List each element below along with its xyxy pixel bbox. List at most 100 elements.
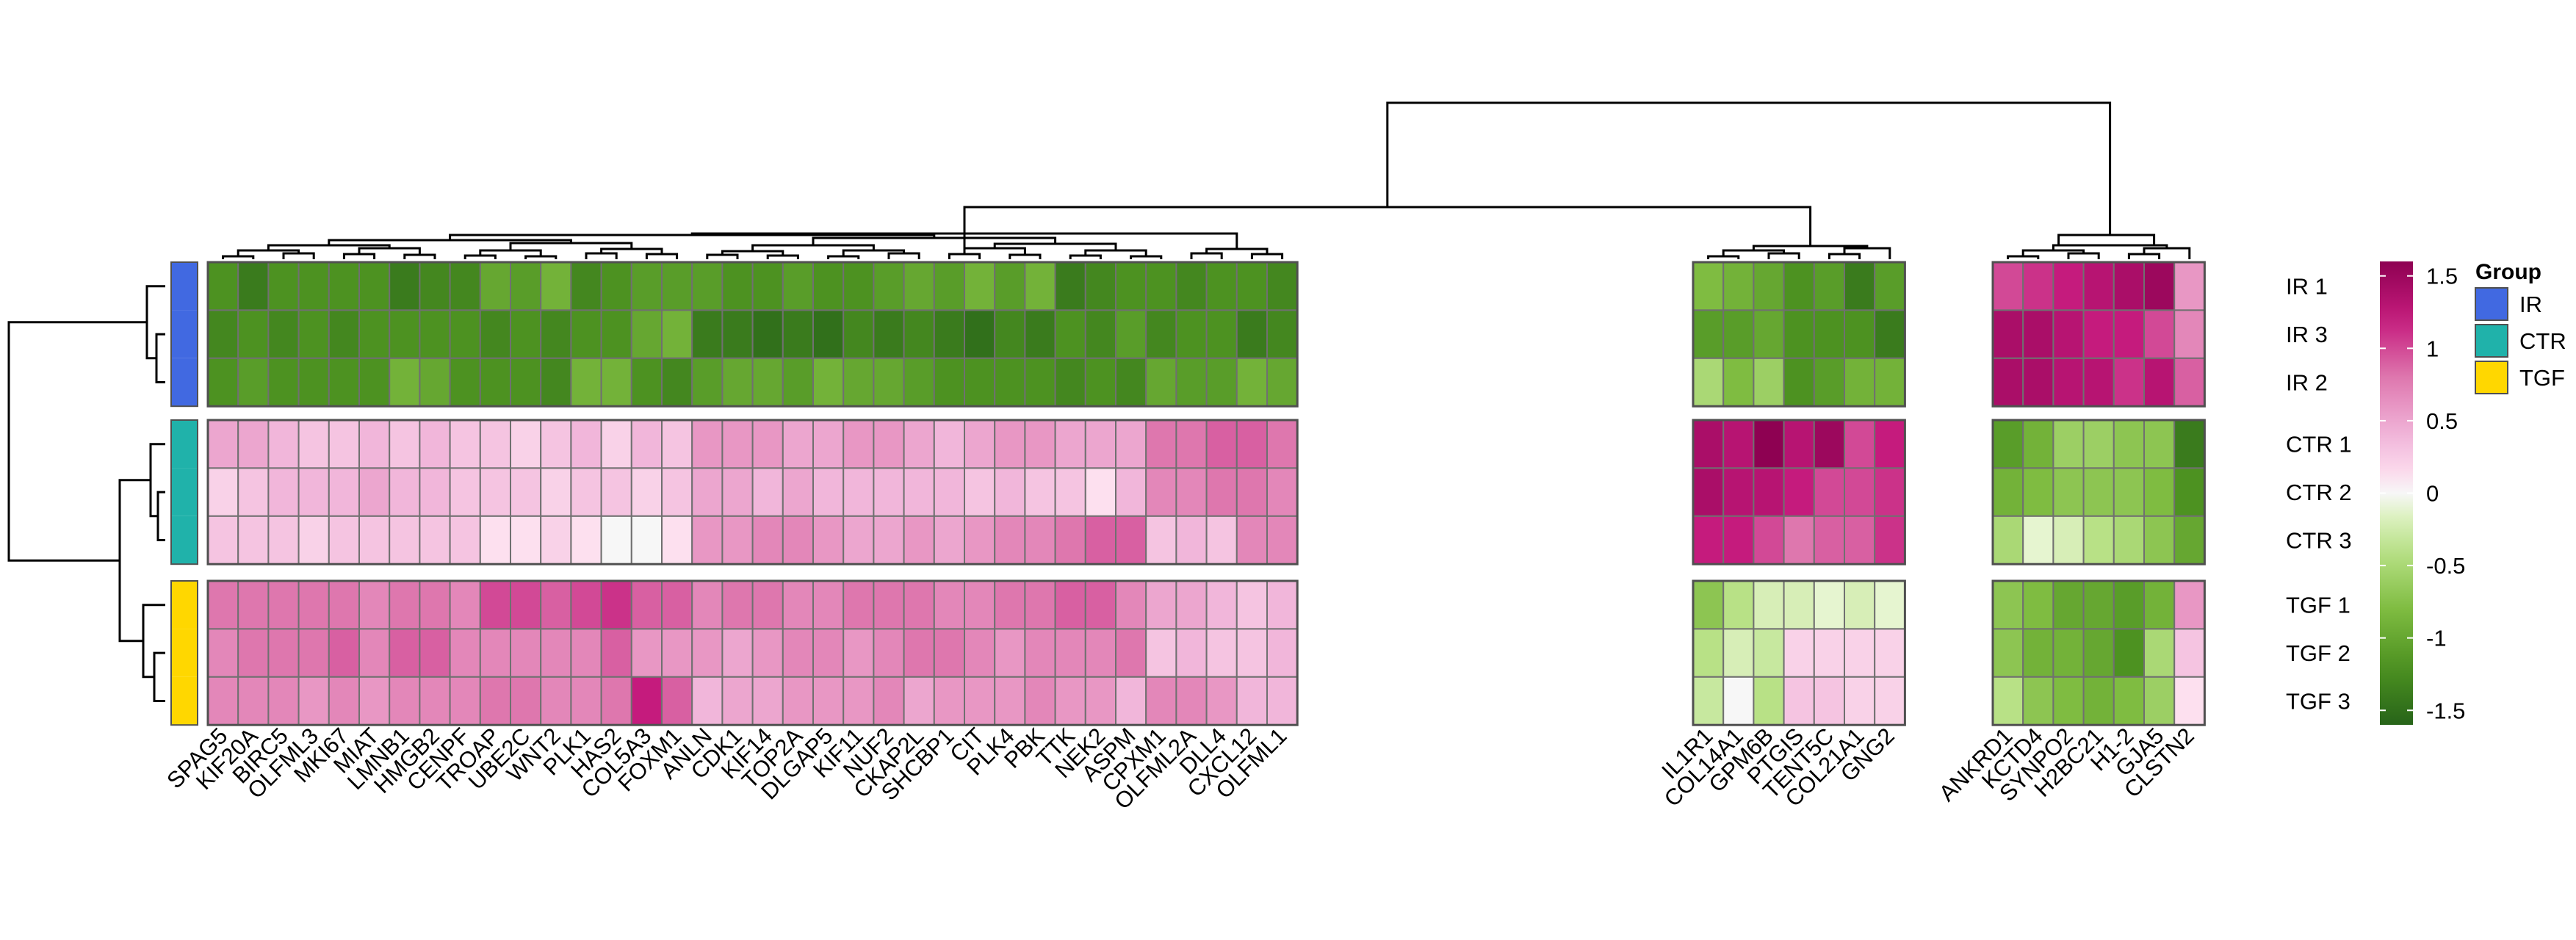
heatmap-cell [721, 515, 754, 565]
heatmap-cell [600, 580, 632, 630]
heatmap-cell [237, 467, 270, 517]
row-label: TGF 1 [2286, 593, 2350, 618]
heatmap-cell [600, 467, 632, 517]
heatmap-cell [2173, 309, 2206, 359]
heatmap-cell [933, 309, 966, 359]
heatmap-cell [1844, 515, 1876, 565]
heatmap-cell [297, 357, 330, 408]
heatmap-cell [964, 580, 996, 630]
heatmap-cell [843, 515, 875, 565]
group-legend-label: TGF [2519, 365, 2565, 391]
heatmap-cell [1722, 357, 1755, 408]
heatmap-cell [1813, 261, 1846, 311]
heatmap-cell [1115, 357, 1147, 408]
heatmap-cell [267, 357, 300, 408]
heatmap-cell [1753, 467, 1785, 517]
heatmap-cell [1054, 419, 1086, 469]
color-scale-label: 1.5 [2426, 264, 2458, 289]
heatmap-cell [873, 515, 905, 565]
heatmap-cell [207, 309, 239, 359]
heatmap-cell [1205, 261, 1238, 311]
dendrogram-branch [153, 651, 165, 702]
heatmap-cell [1874, 261, 1906, 311]
heatmap-block-borders [206, 261, 2206, 726]
heatmap-cell [1722, 419, 1755, 469]
heatmap-cell [2173, 467, 2206, 517]
heatmap-cell [1753, 580, 1785, 630]
heatmap-cell [1783, 419, 1815, 469]
heatmap-cell [1992, 580, 2024, 630]
heatmap-cell [721, 309, 754, 359]
heatmap-cell [540, 357, 572, 408]
heatmap-block-border [206, 419, 1299, 565]
heatmap-cell [1024, 357, 1056, 408]
heatmap-cell [358, 419, 391, 469]
heatmap-cell [1115, 261, 1147, 311]
group-annotation-border [170, 580, 198, 726]
heatmap-cell [600, 309, 632, 359]
dendrogram-branch [524, 255, 558, 259]
heatmap-cell [782, 676, 815, 726]
heatmap-cell [267, 467, 300, 517]
heatmap-cell [1175, 467, 1208, 517]
heatmap-cell [1692, 467, 1725, 517]
heatmap-cell [358, 357, 391, 408]
heatmap-cell [1783, 467, 1815, 517]
heatmap-cell [1874, 309, 1906, 359]
heatmap-cell [630, 580, 663, 630]
heatmap-cell [1054, 357, 1086, 408]
heatmap-cell [903, 261, 935, 311]
group-annotation-border [170, 419, 198, 565]
dendrogram-branch [282, 252, 315, 259]
heatmap-cells [207, 261, 2206, 726]
dendrogram-branch [2007, 255, 2040, 259]
color-scale-label: 0 [2426, 481, 2439, 507]
heatmap-cell [1692, 261, 1725, 311]
heatmap-cell [297, 309, 330, 359]
heatmap-cell [510, 357, 542, 408]
heatmap-cell [691, 515, 724, 565]
group-annotation-cell [171, 420, 198, 469]
heatmap-cell [2052, 261, 2085, 311]
color-scale-label: 1 [2426, 336, 2439, 361]
heatmap-cell [237, 261, 270, 311]
heatmap-cell [2022, 419, 2054, 469]
color-scale-label: -0.5 [2426, 553, 2465, 579]
heatmap-cell [812, 357, 845, 408]
heatmap-cell [843, 580, 875, 630]
heatmap-cell [661, 261, 693, 311]
heatmap-cell [812, 580, 845, 630]
heatmap-cell [1753, 628, 1785, 678]
heatmap-cell [691, 357, 724, 408]
heatmap-cell [1992, 676, 2024, 726]
heatmap-cell [1024, 628, 1056, 678]
heatmap-cell [812, 309, 845, 359]
heatmap-cell [1783, 515, 1815, 565]
heatmap-block-border [1991, 261, 2206, 408]
heatmap-cell [1692, 309, 1725, 359]
heatmap-cell [1145, 309, 1177, 359]
heatmap-cell [994, 261, 1026, 311]
heatmap-cell [782, 628, 815, 678]
heatmap-cell [207, 261, 239, 311]
row-label: IR 3 [2286, 322, 2328, 347]
heatmap-cell [389, 515, 421, 565]
heatmap-cell [1844, 467, 1876, 517]
heatmap-cell [1115, 515, 1147, 565]
group-annotation-cell [171, 581, 198, 629]
heatmap-cell [933, 628, 966, 678]
group-annotation-cell [171, 516, 198, 565]
heatmap-cell [2173, 676, 2206, 726]
heatmap-cell [691, 309, 724, 359]
heatmap-cell [1753, 419, 1785, 469]
heatmap-cell [1992, 261, 2024, 311]
heatmap-cell [994, 419, 1026, 469]
heatmap-cell [1844, 357, 1876, 408]
group-legend: Group IR CTR TGF [2475, 260, 2566, 394]
heatmap-cell [843, 676, 875, 726]
heatmap-cell [1145, 357, 1177, 408]
heatmap-cell [2022, 261, 2054, 311]
dendrogram-branch [963, 206, 1812, 246]
heatmap-cell [1175, 628, 1208, 678]
heatmap-cell [1145, 419, 1177, 469]
